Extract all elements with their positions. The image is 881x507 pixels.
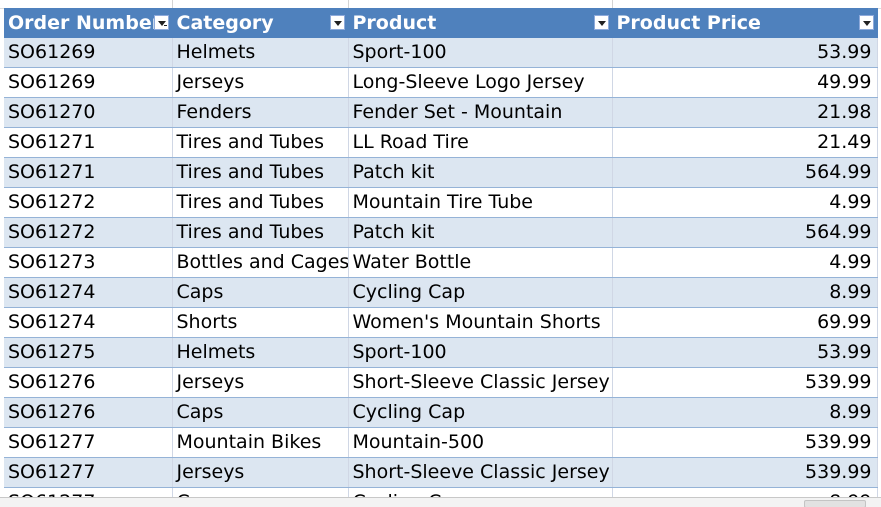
order-number-cell[interactable]: SO61275 [4,337,173,368]
column-header-product[interactable]: Product [348,8,613,38]
product-cell[interactable]: Sport-100 [348,337,613,368]
column-header-label: Category [176,11,274,34]
order-number-cell[interactable]: SO61273 [4,247,173,278]
column-header-label: Product Price [616,11,761,34]
order-number-cell[interactable]: SO61271 [4,157,173,188]
order-number-cell[interactable]: SO61276 [4,397,173,428]
category-cell[interactable]: Bottles and Cages [172,247,349,278]
product-cell[interactable]: Short-Sleeve Classic Jersey [348,367,613,398]
product-cell[interactable]: Patch kit [348,157,613,188]
price-cell[interactable]: 539.99 [612,427,878,458]
price-cell[interactable]: 539.99 [612,457,878,488]
table-row: SO61274 Shorts Women's Mountain Shorts 6… [4,307,878,338]
product-cell[interactable]: Mountain-500 [348,427,613,458]
order-number-cell[interactable]: SO61272 [4,217,173,248]
price-cell[interactable]: 4.99 [612,247,878,278]
table-row: SO61274 Caps Cycling Cap 8.99 [4,277,878,308]
column-header-order-number[interactable]: Order Number [4,8,173,38]
category-cell[interactable]: Shorts [172,307,349,338]
price-cell[interactable]: 49.99 [612,67,878,98]
column-header-label: Order Number [8,11,162,34]
order-number-cell[interactable]: SO61271 [4,127,173,158]
table-row: SO61272 Tires and Tubes Mountain Tire Tu… [4,187,878,218]
column-header-category[interactable]: Category [172,8,349,38]
product-cell[interactable]: Fender Set - Mountain [348,97,613,128]
order-number-cell[interactable]: SO61269 [4,37,173,68]
price-cell[interactable]: 69.99 [612,307,878,338]
price-cell[interactable]: 21.49 [612,127,878,158]
table-row: SO61276 Jerseys Short-Sleeve Classic Jer… [4,367,878,398]
category-cell[interactable]: Caps [172,277,349,308]
product-cell[interactable]: Water Bottle [348,247,613,278]
order-number-cell[interactable]: SO61270 [4,97,173,128]
category-cell[interactable]: Helmets [172,337,349,368]
price-cell[interactable]: 53.99 [612,37,878,68]
product-cell[interactable]: Cycling Cap [348,397,613,428]
product-cell[interactable]: Cycling Cap [348,277,613,308]
price-cell[interactable]: 21.98 [612,97,878,128]
table-row: SO61273 Bottles and Cages Water Bottle 4… [4,247,878,278]
filter-dropdown-icon[interactable] [593,15,609,30]
product-cell[interactable]: Short-Sleeve Classic Jersey [348,457,613,488]
category-cell[interactable]: Jerseys [172,367,349,398]
table-row: SO61277 Jerseys Short-Sleeve Classic Jer… [4,457,878,488]
filter-dropdown-icon[interactable] [329,15,345,30]
table-row: SO61269 Helmets Sport-100 53.99 [4,37,878,68]
order-number-cell[interactable]: SO61274 [4,277,173,308]
product-cell[interactable]: Sport-100 [348,37,613,68]
filter-dropdown-icon[interactable] [858,15,874,30]
horizontal-scrollbar[interactable] [0,497,881,507]
order-number-cell[interactable]: SO61276 [4,367,173,398]
filter-sort-applied-icon[interactable] [153,15,169,30]
category-cell[interactable]: Tires and Tubes [172,127,349,158]
price-cell[interactable]: 53.99 [612,337,878,368]
category-cell[interactable]: Jerseys [172,67,349,98]
table-row: SO61276 Caps Cycling Cap 8.99 [4,397,878,428]
table-row: SO61277 Mountain Bikes Mountain-500 539.… [4,427,878,458]
order-number-cell[interactable]: SO61274 [4,307,173,338]
order-number-cell[interactable]: SO61269 [4,67,173,98]
category-cell[interactable]: Tires and Tubes [172,217,349,248]
product-cell[interactable]: Long-Sleeve Logo Jersey [348,67,613,98]
category-cell[interactable]: Jerseys [172,457,349,488]
price-cell[interactable]: 564.99 [612,157,878,188]
order-number-cell[interactable]: SO61277 [4,427,173,458]
table-row: SO61269 Jerseys Long-Sleeve Logo Jersey … [4,67,878,98]
order-number-cell[interactable]: SO61272 [4,187,173,218]
header-row: Order Number Category Product Product Pr… [4,8,878,38]
category-cell[interactable]: Caps [172,397,349,428]
category-cell[interactable]: Fenders [172,97,349,128]
table-row: SO61271 Tires and Tubes LL Road Tire 21.… [4,127,878,158]
table-row: SO61272 Tires and Tubes Patch kit 564.99 [4,217,878,248]
order-number-cell[interactable]: SO61277 [4,457,173,488]
price-cell[interactable]: 4.99 [612,187,878,218]
scrollbar-thumb[interactable] [804,500,866,507]
table-row: SO61271 Tires and Tubes Patch kit 564.99 [4,157,878,188]
product-cell[interactable]: Women's Mountain Shorts [348,307,613,338]
table-row: SO61275 Helmets Sport-100 53.99 [4,337,878,368]
category-cell[interactable]: Tires and Tubes [172,157,349,188]
table-row: SO61270 Fenders Fender Set - Mountain 21… [4,97,878,128]
price-cell[interactable]: 8.99 [612,277,878,308]
data-table: Order Number Category Product Product Pr… [4,8,878,507]
category-cell[interactable]: Tires and Tubes [172,187,349,218]
product-cell[interactable]: LL Road Tire [348,127,613,158]
price-cell[interactable]: 564.99 [612,217,878,248]
product-cell[interactable]: Mountain Tire Tube [348,187,613,218]
category-cell[interactable]: Helmets [172,37,349,68]
column-header-label: Product [352,11,437,34]
price-cell[interactable]: 539.99 [612,367,878,398]
product-cell[interactable]: Patch kit [348,217,613,248]
price-cell[interactable]: 8.99 [612,397,878,428]
category-cell[interactable]: Mountain Bikes [172,427,349,458]
column-header-product-price[interactable]: Product Price [612,8,878,38]
